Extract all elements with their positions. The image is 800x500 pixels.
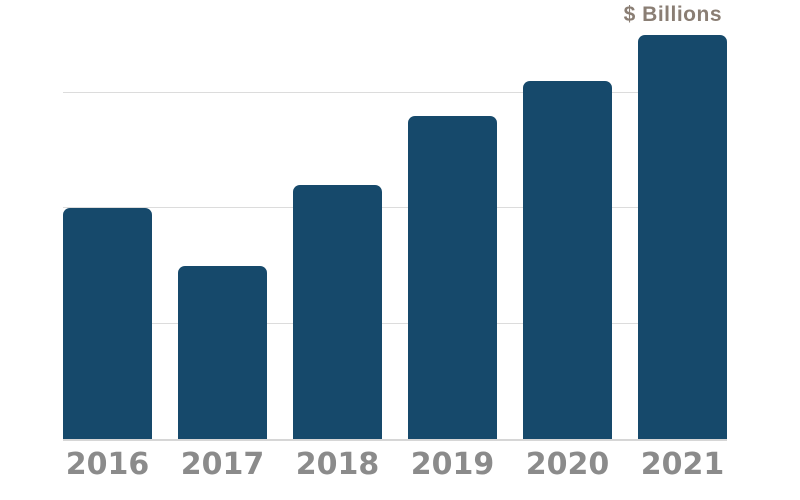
x-tick-label: 2016 <box>65 447 150 482</box>
bar-2017 <box>178 266 267 440</box>
gridline <box>63 91 727 93</box>
bar-2018 <box>293 185 382 440</box>
bar-2019 <box>408 115 497 440</box>
bar-2016 <box>63 208 152 440</box>
x-axis-labels: 2016 2017 2018 2019 2020 2021 <box>63 450 727 480</box>
bar-series <box>63 0 727 440</box>
x-tick-label: 2019 <box>410 447 495 482</box>
x-tick-label: 2021 <box>640 447 725 482</box>
x-axis-line <box>63 439 727 441</box>
plot-area <box>63 0 727 441</box>
x-tick-label: 2017 <box>180 447 265 482</box>
x-tick-label: 2020 <box>525 447 610 482</box>
gridline <box>63 207 727 209</box>
bar-2021 <box>638 34 727 440</box>
bar-2020 <box>523 81 612 440</box>
x-tick-label: 2018 <box>295 447 380 482</box>
unit-label: $ Billions <box>623 3 722 26</box>
gridline <box>63 323 727 325</box>
